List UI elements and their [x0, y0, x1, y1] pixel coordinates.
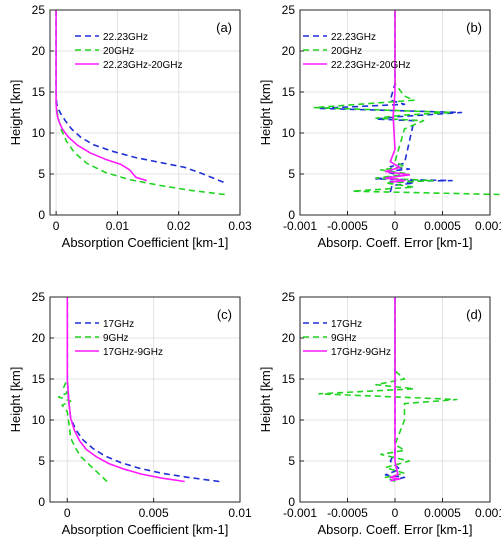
plot-frame — [49, 9, 241, 216]
y-axis-label: Height [km] — [258, 367, 273, 433]
x-tick-label: -0.0005 — [327, 506, 368, 520]
series-line-1 — [66, 297, 220, 483]
x-axis-label: Absorption Coefficient [km-1] — [62, 522, 229, 537]
y-tick-label: 20 — [32, 331, 46, 345]
x-tick-label: -0.001 — [283, 506, 317, 520]
panel-c: 0 0.005 0.01 0 5 10 15 20 25 Absorption Coefficie… — [8, 290, 252, 537]
y-tick-label: 25 — [32, 290, 46, 304]
y-tick-label: 20 — [32, 44, 46, 58]
x-tick-label: 0.0005 — [424, 219, 461, 233]
x-tick-label: 0 — [64, 506, 71, 520]
legend: 22.23GHz 20GHz 22.23GHz-20GHz — [75, 32, 182, 71]
x-axis-label: Absorp. Coeff. Error [km-1] — [317, 235, 472, 250]
legend: 22.23GHz 20GHz 22.23GHz-20GHz — [303, 32, 410, 71]
legend-label: 20GHz — [103, 46, 134, 57]
series-line-1 — [55, 10, 224, 183]
legend-label: 17GHz — [103, 319, 134, 330]
legend-label: 22.23GHz — [103, 32, 148, 43]
panel-b: -0.001 -0.0005 0 0.0005 0.001 0 5 10 15 20 25 Absor… — [258, 3, 501, 250]
series-line-3 — [384, 10, 411, 183]
y-tick-label: 0 — [288, 495, 295, 509]
x-tick-label: -0.001 — [283, 219, 317, 233]
panel-a: 0 0.01 0.02 0.03 0 5 10 15 20 25 Absorption Coeffi… — [8, 3, 252, 250]
y-tick-label: 15 — [32, 372, 46, 386]
legend-label: 22.23GHz — [331, 32, 376, 43]
y-tick-label: 25 — [282, 290, 296, 304]
series-line-3 — [66, 297, 185, 483]
plot-frame — [49, 296, 241, 503]
series-line-3 — [389, 297, 401, 482]
y-tick-label: 10 — [32, 413, 46, 427]
series-line-2 — [57, 297, 108, 483]
legend: 17GHz 9GHz 17GHz-9GHz — [75, 319, 163, 358]
panel-label: (a) — [216, 20, 232, 35]
y-tick-label: 15 — [32, 85, 46, 99]
y-tick-label: 10 — [282, 126, 296, 140]
y-tick-label: 20 — [282, 331, 296, 345]
x-tick-label: 0.03 — [228, 219, 252, 233]
legend: 17GHz 9GHz 17GHz-9GHz — [303, 319, 391, 358]
y-tick-label: 10 — [282, 413, 296, 427]
y-axis-label: Height [km] — [8, 80, 23, 146]
x-tick-label: 0.01 — [228, 506, 252, 520]
legend-label: 9GHz — [331, 333, 357, 344]
y-tick-label: 10 — [32, 126, 46, 140]
series-line-2 — [318, 297, 458, 483]
panel-label: (c) — [217, 307, 232, 322]
x-tick-label: 0 — [392, 219, 399, 233]
x-tick-label: 0.0005 — [424, 506, 461, 520]
y-tick-label: 5 — [288, 167, 295, 181]
y-tick-label: 20 — [282, 44, 296, 58]
x-tick-label: 0 — [392, 506, 399, 520]
y-tick-label: 0 — [38, 208, 45, 222]
panel-label: (b) — [466, 20, 482, 35]
x-tick-label: 0.001 — [475, 506, 501, 520]
x-tick-label: 0.01 — [106, 219, 130, 233]
y-tick-label: 15 — [282, 85, 296, 99]
x-tick-label: 0.001 — [475, 219, 501, 233]
legend-label: 22.23GHz-20GHz — [103, 60, 182, 71]
legend-label: 17GHz-9GHz — [331, 347, 391, 358]
x-tick-label: 0.005 — [139, 506, 169, 520]
y-tick-label: 25 — [282, 3, 296, 17]
legend-label: 17GHz — [331, 319, 362, 330]
y-tick-label: 5 — [38, 454, 45, 468]
x-axis-label: Absorption Coefficient [km-1] — [62, 235, 229, 250]
x-tick-label: 0.02 — [167, 219, 191, 233]
y-tick-label: 15 — [282, 372, 296, 386]
x-tick-label: -0.0005 — [327, 219, 368, 233]
y-tick-label: 0 — [288, 208, 295, 222]
series-line-2 — [313, 10, 500, 196]
y-tick-label: 0 — [38, 495, 45, 509]
y-axis-label: Height [km] — [8, 367, 23, 433]
x-axis-label: Absorp. Coeff. Error [km-1] — [317, 522, 472, 537]
y-tick-label: 25 — [32, 3, 46, 17]
x-tick-label: 0 — [53, 219, 60, 233]
panel-label: (d) — [466, 307, 482, 322]
y-tick-label: 5 — [38, 167, 45, 181]
legend-label: 20GHz — [331, 46, 362, 57]
legend-label: 9GHz — [103, 333, 129, 344]
y-tick-label: 5 — [288, 454, 295, 468]
series-line-3 — [55, 10, 148, 182]
panel-d: -0.001 -0.0005 0 0.0005 0.001 0 5 10 15 20 25 Absor… — [258, 290, 501, 537]
y-axis-label: Height [km] — [258, 80, 273, 146]
legend-label: 22.23GHz-20GHz — [331, 60, 410, 71]
legend-label: 17GHz-9GHz — [103, 347, 163, 358]
